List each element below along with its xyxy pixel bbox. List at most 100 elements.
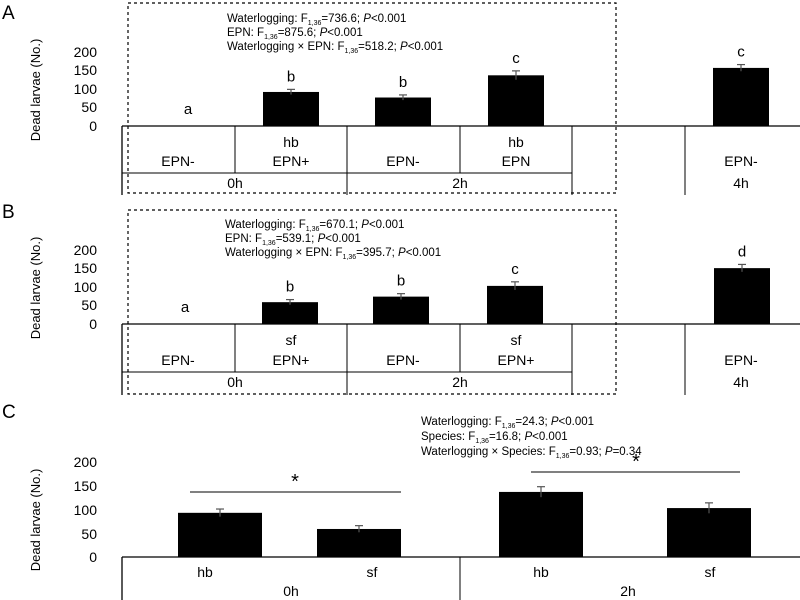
y-tick-b-150: 150 [74, 260, 98, 276]
row1-cell-a-2: hb [283, 134, 299, 150]
panel-c: C Waterlogging: F1,36=24.3; P<0.001 Spec… [2, 402, 800, 600]
stat-line-c-3: Waterlogging × Species: F1,36=0.93; P=0.… [421, 446, 642, 460]
bar-c-4 [667, 508, 751, 557]
row2-cell-a-4: EPN [502, 153, 531, 169]
bar-a-5 [713, 67, 769, 126]
stat-line-c-2: Species: F1,36=16.8; P<0.001 [421, 431, 568, 445]
error-bar-a-3 [399, 94, 407, 101]
stats-c: Waterlogging: F1,36=24.3; P<0.001 Specie… [421, 416, 642, 460]
significance-c: * * [190, 451, 740, 493]
row2-cell-a-3: EPN- [386, 153, 420, 169]
row2-cell-a-1: EPN- [161, 153, 195, 169]
stat-line-c-1: Waterlogging: F1,36=24.3; P<0.001 [421, 416, 594, 430]
row1-cell-b-2: sf [286, 332, 297, 348]
y-tick-c-100: 100 [74, 502, 98, 518]
row2-cell-b-6: EPN- [724, 352, 758, 368]
row2-cell-b-3: EPN- [386, 352, 420, 368]
y-axis-label-b: Dead larvae (No.) [28, 237, 43, 340]
y-tick-a-150: 150 [74, 62, 98, 78]
row1-cell-a-4: hb [508, 134, 524, 150]
dashed-frame-a [127, 2, 617, 194]
y-axis-label-a: Dead larvae (No.) [28, 39, 43, 142]
bar-a-3 [375, 97, 431, 126]
time-label-a-0h: 0h [227, 175, 243, 191]
y-tick-a-0: 0 [89, 118, 97, 134]
stat-line-b-2: EPN: F1,36=539.1; P<0.001 [225, 233, 361, 247]
error-bar-a-2 [287, 88, 295, 95]
significance-letter-b-1: a [181, 299, 190, 316]
error-bar-b-2 [286, 298, 294, 305]
category-table-a: hb hb EPN- EPN+ EPN- EPN EPN- 0h 2h 4h [121, 125, 800, 195]
category-table-c: hb sf hb sf 0h 2h [121, 556, 800, 600]
bar-c-2 [317, 528, 401, 557]
bar-b-2 [262, 302, 318, 324]
error-bar-b-3 [397, 293, 405, 300]
row2-cell-b-2: EPN+ [273, 352, 310, 368]
stat-line-a-2: EPN: F1,36=875.6; P<0.001 [227, 27, 363, 41]
bar-a-2 [263, 91, 319, 126]
error-bar-c-3 [537, 486, 545, 498]
y-tick-c-200: 200 [74, 454, 98, 470]
category-label-c-4: sf [705, 564, 716, 580]
stats-b: Waterlogging: F1,36=670.1; P<0.001 EPN: … [225, 219, 441, 261]
category-label-c-3: hb [533, 564, 549, 580]
time-label-a-4h: 4h [733, 175, 749, 191]
y-tick-c-150: 150 [74, 478, 98, 494]
significance-letter-b-2: b [286, 279, 294, 296]
panel-a: A Waterlogging: F1,36=736.6; P<0.001 EPN… [2, 2, 800, 195]
error-bar-a-4 [512, 70, 520, 80]
bar-b-3 [373, 296, 429, 324]
significance-letter-b-3: b [397, 273, 405, 290]
bars-c [178, 486, 751, 557]
significance-star-2h: * [632, 451, 640, 473]
significance-letter-a-3: b [399, 74, 407, 91]
category-label-c-2: sf [367, 564, 378, 580]
y-tick-a-100: 100 [74, 81, 98, 97]
significance-letter-b-5: d [738, 243, 746, 260]
significance-letter-a-5: c [737, 44, 745, 61]
y-tick-b-50: 50 [81, 297, 97, 313]
error-bar-a-5 [737, 63, 745, 72]
error-bar-b-5 [738, 263, 746, 272]
error-bar-c-4 [705, 502, 713, 514]
time-label-a-2h: 2h [452, 175, 468, 191]
panel-letter-c: C [2, 402, 16, 423]
y-ticks-c: 200 150 100 50 0 [74, 454, 98, 565]
y-axis-label-c: Dead larvae (No.) [28, 469, 43, 572]
row2-cell-b-4: EPN+ [498, 352, 535, 368]
y-tick-a-50: 50 [81, 99, 97, 115]
category-table-b: sf sf EPN- EPN+ EPN- EPN+ EPN- 0h 2h 4h [121, 323, 800, 395]
error-bar-c-1 [216, 508, 224, 517]
time-label-c-2h: 2h [620, 583, 636, 599]
panel-letter-a: A [2, 3, 15, 24]
significance-letter-a-1: a [184, 101, 193, 118]
significance-letter-a-4: c [512, 50, 520, 67]
bar-c-3 [499, 491, 583, 557]
y-tick-b-200: 200 [74, 242, 98, 258]
significance-letter-a-2: b [287, 68, 295, 85]
error-bar-b-4 [511, 281, 519, 290]
row2-cell-a-6: EPN- [724, 153, 758, 169]
row2-cell-b-1: EPN- [161, 352, 195, 368]
time-label-c-0h: 0h [283, 583, 299, 599]
error-bar-c-2 [355, 525, 363, 533]
row1-cell-b-4: sf [511, 332, 522, 348]
stat-line-b-1: Waterlogging: F1,36=670.1; P<0.001 [225, 219, 404, 233]
stat-line-a-3: Waterlogging × EPN: F1,36=518.2; P<0.001 [227, 41, 443, 55]
y-ticks-a: 200 150 100 50 0 [74, 44, 98, 134]
y-ticks-b: 200 150 100 50 0 [74, 242, 98, 332]
time-label-b-4h: 4h [733, 374, 749, 390]
bars-b: a b b c d [181, 243, 770, 324]
y-tick-b-100: 100 [74, 279, 98, 295]
significance-letter-b-4: c [511, 261, 519, 278]
panel-b: B Waterlogging: F1,36=670.1; P<0.001 EPN… [2, 202, 800, 395]
significance-star-0h: * [291, 471, 299, 493]
category-label-c-1: hb [197, 564, 213, 580]
stat-line-b-3: Waterlogging × EPN: F1,36=395.7; P<0.001 [225, 247, 441, 261]
stat-line-a-1: Waterlogging: F1,36=736.6; P<0.001 [227, 13, 406, 27]
y-tick-c-0: 0 [89, 549, 97, 565]
bar-b-5 [714, 268, 770, 324]
bars-a: a b b c c [184, 44, 769, 126]
bar-a-4 [488, 75, 544, 126]
